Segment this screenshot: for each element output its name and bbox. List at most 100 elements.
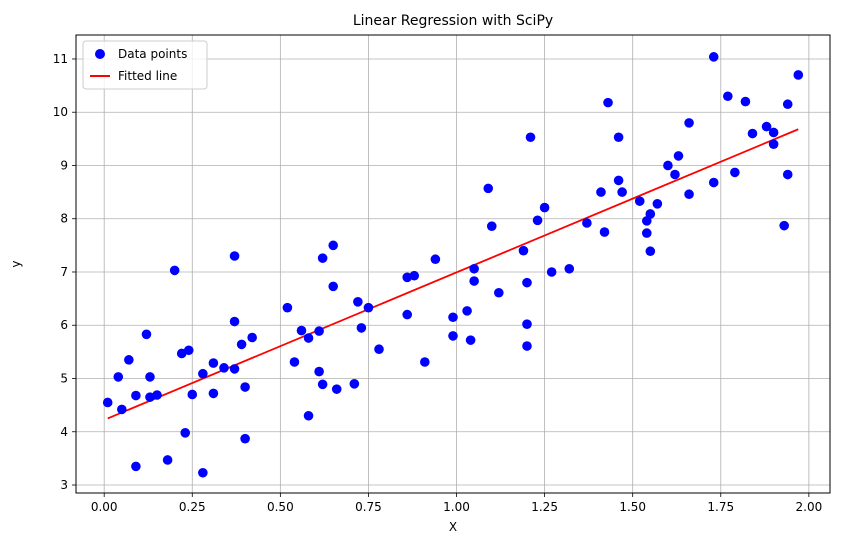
data-point <box>229 251 240 261</box>
data-point <box>684 118 694 128</box>
data-point <box>289 357 300 367</box>
data-point <box>131 390 141 401</box>
data-point <box>522 341 532 351</box>
y-tick-label: 6 <box>60 318 68 332</box>
y-tick-label: 8 <box>60 212 68 226</box>
data-point <box>328 281 339 292</box>
data-point <box>208 358 219 368</box>
data-point <box>522 277 532 288</box>
data-point <box>303 333 314 343</box>
data-point <box>652 199 663 209</box>
plot-frame <box>75 34 831 494</box>
data-point <box>462 306 472 316</box>
y-tick-label: 10 <box>53 105 68 119</box>
data-point <box>564 263 575 274</box>
x-tick-label: 1.25 <box>531 500 558 514</box>
data-point <box>113 372 124 382</box>
data-point <box>645 246 656 257</box>
data-point <box>296 325 307 336</box>
data-point <box>761 121 772 132</box>
data-point <box>522 319 532 329</box>
x-tick-label: 0.25 <box>179 500 206 514</box>
data-point <box>247 332 257 343</box>
data-point <box>314 326 324 336</box>
x-ticks: 0.00 0.25 0.50 0.75 1.00 1.25 1.50 1.75 2.00 <box>91 493 822 514</box>
data-point <box>131 461 141 472</box>
fitted-line-layer <box>107 128 799 420</box>
data-point <box>229 364 240 374</box>
data-point <box>183 345 194 356</box>
data-point <box>465 335 476 345</box>
data-point <box>723 91 733 102</box>
data-point <box>374 344 384 355</box>
data-point <box>603 97 613 108</box>
data-point <box>229 316 240 327</box>
data-point <box>331 384 342 394</box>
chart-title: Linear Regression with SciPy <box>353 13 553 29</box>
data-point <box>363 302 374 313</box>
data-point <box>708 52 719 62</box>
data-point <box>663 160 673 171</box>
x-tick-label: 0.00 <box>91 500 118 514</box>
legend-marker-data-points <box>95 49 105 59</box>
data-points-layer <box>102 52 804 478</box>
x-tick-label: 1.75 <box>707 500 734 514</box>
data-point <box>469 263 479 274</box>
data-point <box>328 240 339 251</box>
data-point <box>430 254 441 265</box>
data-point <box>317 379 328 390</box>
data-point <box>684 189 694 200</box>
x-axis-title: X <box>449 520 457 534</box>
data-point <box>349 379 360 389</box>
data-point <box>793 70 804 80</box>
data-point <box>740 96 751 107</box>
data-point <box>673 151 684 161</box>
x-tick-label: 0.75 <box>355 500 382 514</box>
data-point <box>670 169 680 180</box>
data-point <box>152 390 162 400</box>
data-point <box>448 331 458 341</box>
data-point <box>117 404 127 415</box>
data-point <box>240 382 250 392</box>
data-point <box>469 276 479 286</box>
data-point <box>169 265 180 276</box>
y-tick-label: 7 <box>60 265 68 279</box>
data-point <box>617 187 627 197</box>
data-point <box>356 323 367 333</box>
data-point <box>240 433 250 444</box>
y-tick-label: 11 <box>53 52 68 66</box>
data-point <box>768 139 779 149</box>
data-point <box>141 329 152 340</box>
y-ticks: 3 4 5 6 7 8 9 10 11 <box>53 52 76 492</box>
x-tick-label: 2.00 <box>796 500 823 514</box>
x-tick-label: 1.50 <box>619 500 646 514</box>
data-point <box>314 366 324 377</box>
grid-layer <box>76 35 830 493</box>
data-point <box>641 228 652 238</box>
data-point <box>282 302 293 313</box>
data-point <box>782 99 793 110</box>
data-point <box>180 428 191 438</box>
y-tick-label: 4 <box>60 425 68 439</box>
data-point <box>102 397 113 408</box>
data-point <box>486 221 497 231</box>
data-point <box>448 312 458 323</box>
y-tick-label: 5 <box>60 372 68 386</box>
legend-label-data-points: Data points <box>118 47 187 61</box>
data-point <box>317 253 328 263</box>
data-point <box>353 297 363 307</box>
data-point <box>420 357 430 367</box>
fitted-line <box>107 128 799 420</box>
data-point <box>208 388 219 399</box>
data-point <box>634 196 645 206</box>
legend-label-fitted-line: Fitted line <box>118 69 177 83</box>
data-point <box>124 355 134 365</box>
data-point <box>645 209 656 219</box>
data-point <box>582 218 592 228</box>
data-point <box>162 455 173 465</box>
data-point <box>198 467 208 478</box>
x-tick-label: 0.50 <box>267 500 294 514</box>
data-point <box>596 187 606 197</box>
